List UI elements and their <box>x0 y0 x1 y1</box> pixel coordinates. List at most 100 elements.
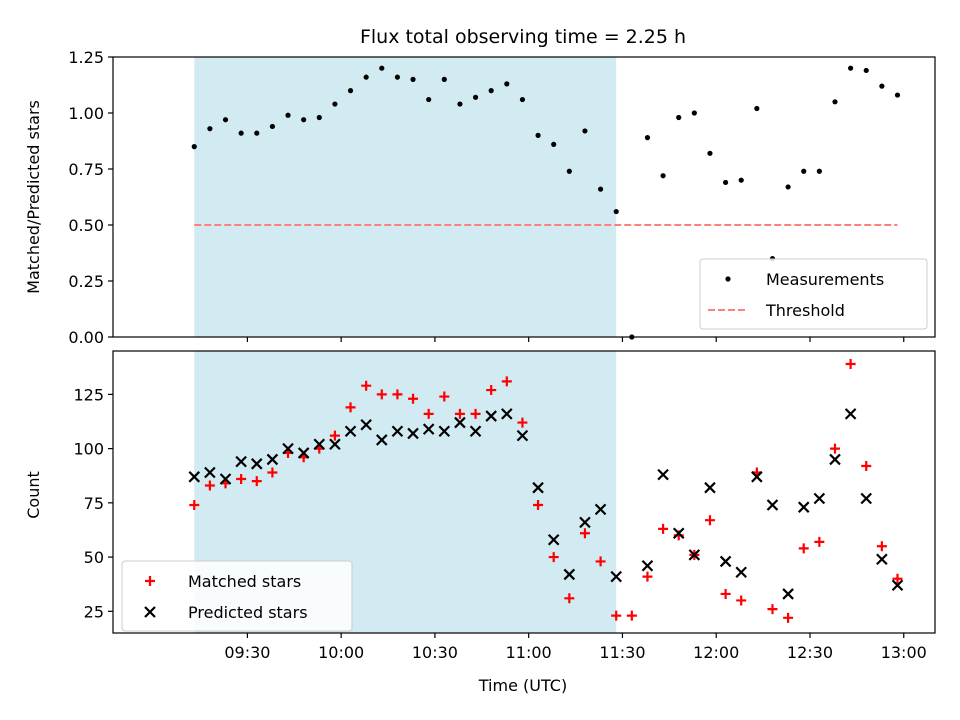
top-series-1-point <box>832 99 838 105</box>
bottom-series-2-point <box>891 579 904 592</box>
bottom-series-2-point <box>501 408 513 420</box>
top-series-1-point <box>707 150 713 156</box>
bottom-y-tick-label: 50 <box>84 548 104 567</box>
bottom-series-2-point <box>422 423 435 435</box>
bottom-series-2-point <box>407 427 419 440</box>
top-series-1-point <box>894 92 901 98</box>
top-y-tick-label: 0.75 <box>68 160 104 179</box>
top-series-1-point <box>457 101 463 107</box>
bottom-series-1-point <box>736 595 747 606</box>
top-series-1-point <box>191 144 197 150</box>
top-series-1-point <box>301 117 307 123</box>
top-series-1-point <box>472 94 479 100</box>
top-y-tick-label: 0.25 <box>68 272 104 291</box>
top-plot-area: 0.00 0.25 0.50 0.75 1.00 1.25 Measurements Thre… <box>68 48 936 347</box>
bottom-series-2-point <box>282 442 294 455</box>
top-y-tick-label: 1.00 <box>68 104 104 123</box>
top-legend-label-2: Threshold <box>765 301 845 320</box>
bottom-y-tick-label: 100 <box>73 440 104 459</box>
x-tick-label: 12:00 <box>693 643 739 662</box>
bottom-series-2-point <box>235 455 247 468</box>
bottom-plot-frame <box>112 350 936 634</box>
bottom-series-2-point <box>719 555 732 568</box>
top-shaded-region <box>194 57 617 337</box>
x-tick-label: 09:30 <box>224 643 270 662</box>
bottom-y-axis-label: Count <box>24 471 43 519</box>
top-legend: Measurements Threshold <box>699 258 928 330</box>
top-y-tick-label: 0.00 <box>68 328 104 347</box>
bottom-series-2-point <box>516 429 529 442</box>
top-series-1-point <box>222 117 229 123</box>
top-y-axis-label: Matched/Predicted stars <box>24 100 43 294</box>
top-series-1-point <box>566 168 572 174</box>
bottom-series-1-point <box>204 480 215 491</box>
top-plot-frame <box>112 56 936 338</box>
bottom-y-tick-label: 125 <box>73 385 104 404</box>
bottom-series-2-point <box>641 559 654 572</box>
bottom-legend-swatch-1 <box>145 576 155 586</box>
top-series-1-point <box>551 141 557 147</box>
bottom-legend-label-1: Matched stars <box>188 572 301 591</box>
bottom-series-1-point <box>564 593 575 604</box>
x-tick-label: 12:30 <box>787 643 833 662</box>
bottom-series-1-point <box>329 430 340 441</box>
bottom-series-2-point <box>610 570 622 583</box>
top-series-1-point <box>535 132 541 138</box>
top-series-1-point <box>269 123 275 130</box>
top-series-1-point <box>347 88 354 94</box>
top-series-1-point <box>848 65 854 71</box>
bottom-series-2-point <box>751 471 763 483</box>
top-series-1-point <box>504 81 510 87</box>
top-legend-label-1: Measurements <box>766 270 884 289</box>
bottom-legend: Matched stars Predicted stars <box>121 560 353 632</box>
bottom-series-1-point <box>345 402 356 413</box>
bottom-series-2-point <box>782 588 794 600</box>
bottom-y-tick-label: 25 <box>84 602 104 621</box>
x-tick-label: 11:00 <box>506 643 552 662</box>
bottom-series-1-point <box>439 391 450 402</box>
bottom-series-1-point <box>579 528 590 539</box>
bottom-series-1-point <box>611 610 622 621</box>
bottom-series-1-point <box>236 473 247 484</box>
top-series-1-point <box>644 135 651 141</box>
top-series-1-point <box>316 114 322 121</box>
bottom-series-1-point <box>876 541 887 552</box>
top-series-1-point <box>676 114 682 121</box>
top-series-1-point <box>410 76 416 82</box>
top-y-tick-label: 0.50 <box>68 216 104 235</box>
bottom-legend-box <box>121 560 353 632</box>
top-legend-swatch-1 <box>725 276 731 282</box>
bottom-series-2-point <box>188 471 201 483</box>
bottom-series-2-point <box>376 434 388 446</box>
bottom-series-2-point <box>532 481 544 494</box>
bottom-series-1-point <box>361 380 372 391</box>
bottom-series-1-point <box>658 523 669 534</box>
bottom-series-1-point <box>892 573 903 584</box>
top-series-1-point <box>597 186 604 192</box>
bottom-series-1-point <box>533 500 544 511</box>
bottom-series-1-point <box>392 389 403 400</box>
top-series-1-point <box>394 74 401 80</box>
top-series-1-point <box>207 126 213 132</box>
bottom-series-2-point <box>876 553 888 566</box>
bottom-series-2-point <box>813 492 826 505</box>
top-series-1-point <box>691 110 697 116</box>
bottom-plot-area: 25 50 75 100 125 09:30 10:00 10:30 11:00 11:30 12:… <box>73 350 936 662</box>
x-tick-label: 10:30 <box>412 643 458 662</box>
bottom-series-2-point <box>360 418 372 431</box>
bottom-series-2-point <box>313 438 326 451</box>
bottom-series-2-point <box>704 481 716 494</box>
bottom-series-2-point <box>766 499 779 511</box>
bottom-series-1-point <box>251 476 262 487</box>
top-series-1-point <box>519 96 526 103</box>
top-series-1-point <box>488 88 494 94</box>
top-series-1-point <box>285 112 291 118</box>
bottom-series-2-point <box>672 527 685 539</box>
bottom-series-2-point <box>266 453 279 466</box>
top-series-1-point <box>613 208 619 215</box>
top-series-1-point <box>254 130 260 136</box>
bottom-legend-swatch-2 <box>144 606 156 618</box>
bottom-series-2-point <box>391 425 404 438</box>
bottom-series-2-point <box>297 447 310 459</box>
